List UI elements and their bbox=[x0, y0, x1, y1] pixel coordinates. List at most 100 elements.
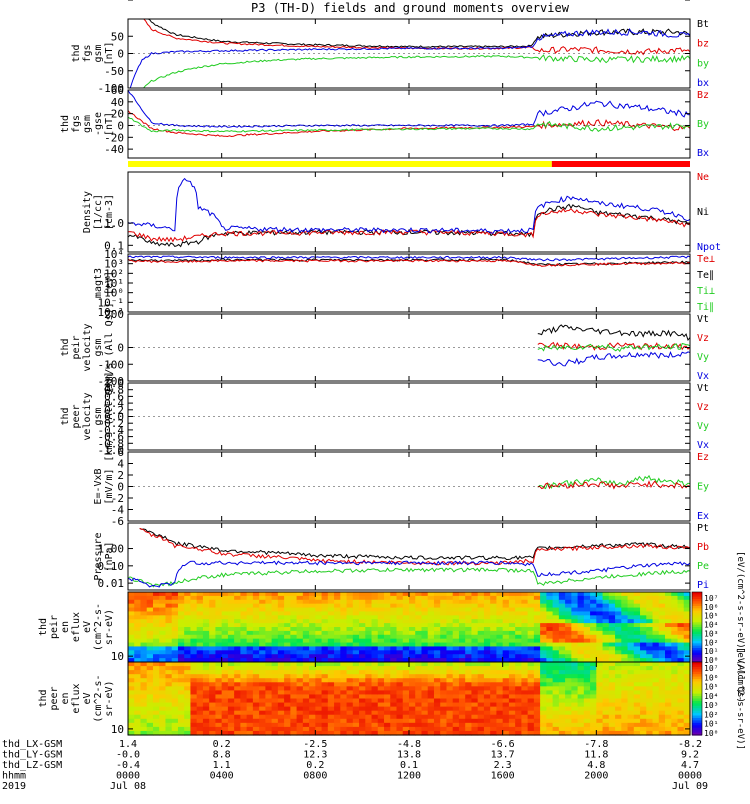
spectrogram-cell bbox=[540, 674, 547, 679]
spectrogram-cell bbox=[608, 730, 616, 736]
spectrogram-cell bbox=[608, 690, 616, 696]
spectrogram-cell bbox=[384, 658, 391, 663]
spectrogram-cell bbox=[546, 714, 554, 720]
spectrogram-cell bbox=[284, 678, 291, 683]
spectrogram-cell bbox=[483, 690, 491, 696]
spectrogram-cell bbox=[640, 623, 647, 628]
spectrogram-cell bbox=[546, 634, 554, 640]
spectrogram-cell bbox=[240, 706, 248, 712]
spectrogram-cell bbox=[221, 722, 229, 728]
spectrogram-cell bbox=[377, 595, 385, 601]
spectrogram-cell bbox=[627, 623, 635, 628]
y-tick-label: 0.2 bbox=[104, 404, 124, 417]
spectrogram-cell bbox=[558, 678, 566, 683]
spectrogram-cell bbox=[471, 662, 479, 667]
spectrogram-cell bbox=[596, 627, 604, 632]
colorbar-segment bbox=[692, 715, 702, 719]
spectrogram-cell bbox=[490, 730, 498, 736]
spectrogram-cell bbox=[646, 627, 654, 632]
spectrogram-cell bbox=[458, 726, 466, 732]
spectrogram-cell bbox=[440, 603, 448, 609]
spectrogram-cell bbox=[521, 690, 529, 696]
spectrogram-cell bbox=[271, 698, 279, 704]
spectrogram-cell bbox=[608, 674, 616, 679]
spectrogram-cell bbox=[577, 592, 585, 597]
spectrogram-cell bbox=[340, 592, 348, 597]
spectrogram-cell bbox=[246, 662, 254, 667]
spectrogram-cell bbox=[171, 686, 179, 691]
spectrogram-cell bbox=[427, 722, 435, 728]
colorbar-segment bbox=[692, 730, 702, 734]
spectrogram-cell bbox=[621, 611, 629, 616]
spectrogram-cell bbox=[533, 603, 541, 609]
x-row-value: Jul 09 bbox=[672, 781, 708, 792]
spectrogram-cell bbox=[646, 694, 654, 700]
spectrogram-cell bbox=[252, 694, 260, 700]
spectrogram-cell bbox=[465, 662, 473, 667]
spectrogram-cell bbox=[490, 654, 498, 659]
y-tick-label: 4 bbox=[117, 458, 124, 471]
spectrogram-cell bbox=[433, 627, 441, 632]
spectrogram-cell bbox=[259, 646, 266, 651]
spectrogram-cell bbox=[327, 619, 335, 624]
spectrogram-cell bbox=[558, 690, 566, 696]
spectrogram-cell bbox=[621, 595, 629, 601]
spectrogram-cell bbox=[502, 607, 510, 613]
spectrogram-cell bbox=[583, 682, 591, 687]
spectrogram-cell bbox=[583, 650, 591, 655]
spectrogram-cell bbox=[671, 607, 679, 613]
spectrogram-cell bbox=[134, 638, 142, 644]
spectrogram-cell bbox=[477, 607, 485, 613]
spectrogram-cell bbox=[446, 623, 454, 628]
spectrogram-cell bbox=[402, 666, 410, 671]
spectrogram-cell bbox=[190, 678, 198, 683]
spectrogram-cell bbox=[590, 662, 597, 667]
spectrogram-cell bbox=[471, 599, 479, 605]
spectrogram-cell bbox=[221, 658, 229, 663]
spectrogram-cell bbox=[615, 623, 622, 628]
spectrogram-cell bbox=[165, 666, 173, 671]
spectrogram-cell bbox=[652, 595, 660, 601]
spectrogram-cell bbox=[346, 722, 354, 728]
spectrogram-cell bbox=[471, 607, 479, 613]
spectrogram-cell bbox=[246, 718, 254, 724]
spectrogram-cell bbox=[652, 674, 660, 679]
y-tick-label: 10³ bbox=[104, 258, 124, 271]
spectrogram-cell bbox=[396, 702, 404, 708]
spectrogram-cell bbox=[384, 706, 391, 712]
spectrogram-cell bbox=[209, 615, 217, 620]
x-row-value: 1600 bbox=[491, 771, 515, 782]
spectrogram-cell bbox=[259, 611, 266, 616]
spectrogram-cell bbox=[533, 706, 541, 712]
spectrogram-cell bbox=[683, 662, 691, 667]
spectrogram-cell bbox=[184, 615, 192, 620]
spectrogram-cell bbox=[590, 607, 597, 613]
spectrogram-cell bbox=[433, 662, 441, 667]
spectrogram-cell bbox=[215, 666, 223, 671]
spectrogram-cell bbox=[221, 630, 229, 636]
spectrogram-cell bbox=[240, 619, 248, 624]
y-axis-label-line: [1/cc] bbox=[93, 194, 104, 230]
spectrogram-cell bbox=[577, 662, 585, 667]
spectrogram-cell bbox=[271, 702, 279, 708]
spectrogram-cell bbox=[240, 678, 248, 683]
spectrogram-cell bbox=[608, 654, 616, 659]
spectrogram-cell bbox=[446, 654, 454, 659]
spectrogram-cell bbox=[627, 706, 635, 712]
spectrogram-cell bbox=[583, 698, 591, 704]
spectrogram-cell bbox=[452, 730, 460, 736]
spectrogram-cell bbox=[508, 726, 516, 732]
spectrogram-cell bbox=[658, 718, 666, 724]
spectrogram-cell bbox=[190, 630, 198, 636]
spectrogram-cell bbox=[602, 674, 610, 679]
y-axis-label-line: [nT] bbox=[104, 41, 115, 65]
spectrogram-cell bbox=[533, 666, 541, 671]
spectrogram-cell bbox=[602, 682, 610, 687]
spectrogram-cell bbox=[440, 630, 448, 636]
spectrogram-cell bbox=[128, 702, 135, 708]
spectrogram-cell bbox=[128, 650, 135, 655]
spectrogram-cell bbox=[246, 630, 254, 636]
spectrogram-cell bbox=[527, 698, 535, 704]
spectrogram-cell bbox=[259, 607, 266, 613]
spectrogram-cell bbox=[234, 698, 241, 704]
